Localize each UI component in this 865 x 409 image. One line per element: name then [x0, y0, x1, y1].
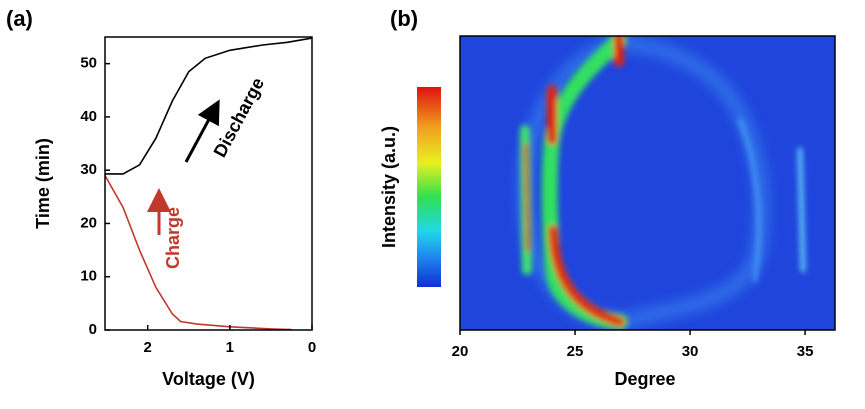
colorbar — [417, 87, 441, 287]
y-tick-label: 50 — [80, 55, 97, 72]
line — [105, 37, 313, 175]
y-tick-label: 40 — [80, 108, 97, 125]
plot-frame — [104, 36, 313, 331]
y-axis-label: Time (min) — [33, 138, 53, 229]
y-tick-label: 30 — [80, 161, 97, 178]
x-tick-label: 0 — [308, 339, 316, 356]
x-tick-label: 1 — [226, 339, 234, 356]
y-tick-label: 0 — [89, 321, 97, 338]
line — [104, 175, 292, 331]
annotation: Charge — [163, 207, 183, 269]
x-tick-label: 30 — [682, 343, 699, 360]
panel-label: (a) — [6, 6, 33, 31]
x-tick-label: 25 — [567, 343, 584, 360]
x-tick-label: 35 — [797, 343, 814, 360]
plot-frame — [459, 35, 836, 331]
heatmap-image — [460, 36, 835, 330]
arrow — [184, 99, 220, 163]
annotation: Discharge — [210, 74, 269, 160]
x-axis-label: Degree — [614, 369, 675, 389]
panel-label: (b) — [390, 6, 418, 31]
x-tick-label: 2 — [144, 339, 152, 356]
y-tick-label: 10 — [80, 268, 97, 285]
colorbar-label: Intensity (a.u.) — [379, 126, 399, 248]
x-axis-label: Voltage (V) — [162, 369, 255, 389]
y-tick-label: 20 — [80, 214, 97, 231]
x-tick-label: 20 — [452, 343, 469, 360]
